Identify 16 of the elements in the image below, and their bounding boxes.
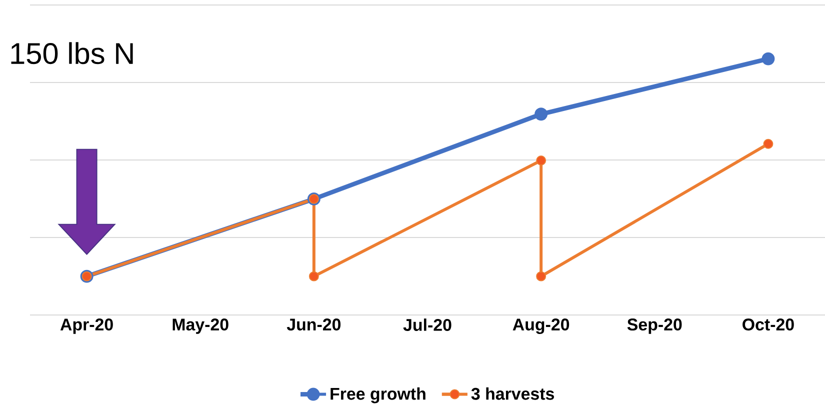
x-tick-label: Oct-20 [742, 318, 794, 331]
x-tick-label: Sep-20 [627, 318, 682, 334]
legend-label: Free growth [330, 387, 426, 404]
x-tick-label: Apr-20 [60, 318, 113, 334]
point [534, 108, 548, 121]
x-tick-label: Jun-20 [286, 318, 341, 331]
x-tick-label: Jul-20 [403, 318, 452, 331]
point [536, 271, 546, 282]
point [762, 52, 775, 66]
point [536, 156, 546, 166]
point [308, 271, 319, 282]
point [763, 138, 774, 149]
legend-label: 3 harvests [471, 387, 554, 400]
annotation: 150 lbs N [11, 42, 133, 64]
x-tick-label: May-20 [172, 318, 228, 334]
x-tick-label: Aug-20 [512, 318, 570, 334]
